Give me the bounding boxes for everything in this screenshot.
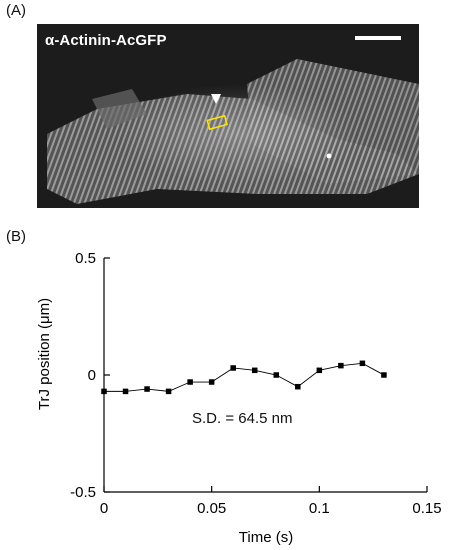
y-tick-label: 0 (88, 367, 96, 384)
data-point (208, 379, 215, 385)
x-tick-label: 0.05 (197, 500, 226, 517)
data-point (273, 372, 280, 378)
data-point (187, 379, 193, 385)
series-line (104, 362, 385, 392)
x-tick-label: 0 (100, 500, 108, 517)
data-point (295, 383, 301, 390)
panel-a-label: (A) (6, 2, 26, 19)
data-point (101, 388, 107, 395)
scale-bar (355, 36, 401, 40)
roi-box (206, 114, 228, 131)
y-axis-label: TrJ position (μm) (36, 298, 53, 410)
data-point (316, 367, 323, 374)
panel-b-label: (B) (6, 228, 26, 245)
data-point (122, 388, 129, 395)
x-axis-label: Time (s) (239, 529, 293, 546)
data-point (144, 386, 150, 392)
trj-position-chart: 0 0.05 0.1 0.15-0.500.5 TrJ position (μm) T… (36, 250, 442, 546)
sd-annotation: S.D. = 64.5 nm (192, 410, 293, 427)
data-point (338, 362, 344, 369)
data-point (165, 388, 172, 395)
data-point (251, 367, 258, 374)
data-point (381, 372, 387, 378)
x-tick-label: 0.1 (309, 500, 330, 517)
y-tick-label: 0.5 (75, 250, 96, 267)
data-point (230, 365, 236, 371)
x-tick-label: 0.15 (412, 500, 441, 517)
y-tick-label: -0.5 (70, 484, 96, 501)
data-point (359, 360, 366, 367)
arrowhead-marker (211, 94, 221, 104)
bright-spot (326, 153, 332, 159)
micrograph-image (47, 59, 419, 204)
micrograph-label: α-Actinin-AcGFP (45, 32, 167, 49)
fluorescence-micrograph: α-Actinin-AcGFP (37, 24, 419, 208)
